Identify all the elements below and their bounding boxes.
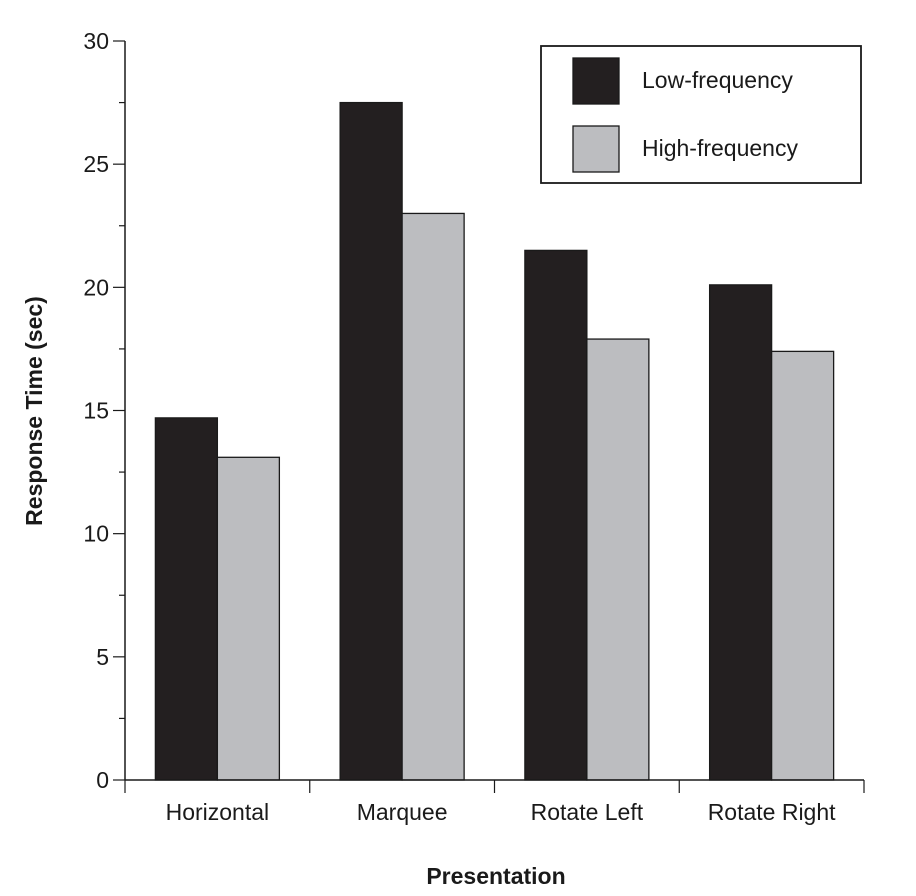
y-tick-label: 0 bbox=[96, 767, 109, 793]
y-tick-label: 5 bbox=[96, 644, 109, 670]
bars-group bbox=[154, 101, 835, 781]
bar-high-frequency bbox=[586, 338, 650, 781]
legend-label: Low-frequency bbox=[642, 67, 793, 93]
legend: Low-frequency High-frequency bbox=[540, 45, 862, 184]
y-tick-label: 30 bbox=[83, 28, 109, 54]
y-tick-label: 25 bbox=[83, 151, 109, 177]
bar-high-frequency bbox=[216, 456, 281, 781]
bar-low-frequency bbox=[708, 284, 773, 781]
legend-swatch bbox=[572, 125, 620, 173]
bar-low-frequency bbox=[339, 101, 403, 781]
x-category-label: Rotate Right bbox=[708, 799, 836, 825]
x-axis-title: Presentation bbox=[426, 863, 565, 889]
x-category-label: Marquee bbox=[357, 799, 448, 825]
bar-low-frequency bbox=[524, 249, 588, 781]
legend-swatch bbox=[572, 57, 620, 105]
legend-label: High-frequency bbox=[642, 135, 798, 161]
bar-high-frequency bbox=[770, 350, 835, 781]
x-axis: Horizontal Marquee Rotate Left Rotate Right bbox=[124, 779, 865, 825]
y-tick-label: 20 bbox=[83, 274, 109, 300]
y-axis: 0 5 10 15 20 25 30 bbox=[83, 28, 126, 793]
bar-high-frequency bbox=[401, 212, 465, 781]
bar-low-frequency bbox=[154, 417, 219, 781]
y-tick-label: 10 bbox=[83, 521, 109, 547]
y-tick-label: 15 bbox=[83, 398, 109, 424]
x-category-label: Rotate Left bbox=[531, 799, 644, 825]
x-category-label: Horizontal bbox=[166, 799, 270, 825]
y-axis-title: Response Time (sec) bbox=[21, 296, 47, 526]
